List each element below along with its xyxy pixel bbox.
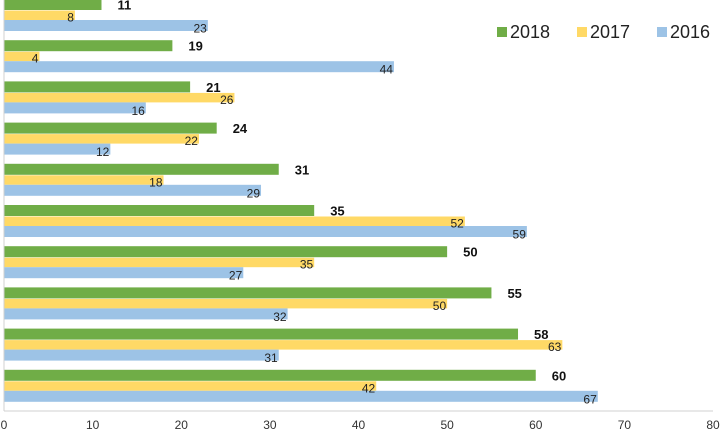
bars-layer	[4, 0, 598, 402]
x-tick-label-30: 30	[263, 418, 277, 432]
bar-2018-7	[4, 246, 448, 258]
bar-2017-3	[4, 92, 235, 103]
bar-2018-5	[4, 163, 279, 175]
value-label-2018-5: 31	[295, 162, 309, 177]
bar-2018-8	[4, 287, 492, 299]
value-label-2018-6: 35	[330, 204, 344, 219]
value-label-2016-9: 31	[264, 351, 278, 365]
bar-2017-9	[4, 340, 563, 350]
legend-swatch-2018	[497, 27, 507, 37]
bar-2016-6	[4, 226, 527, 237]
legend-swatch-2017	[577, 27, 587, 37]
bar-2017-6	[4, 216, 465, 226]
bar-2016-3	[4, 102, 146, 114]
bar-2017-8	[4, 298, 448, 309]
x-axis-ticks: 0 10 20 30 40 50 60 70 80	[1, 418, 720, 432]
bar-2016-1	[4, 20, 208, 31]
value-label-2016-4: 12	[96, 145, 110, 159]
legend-label-2018: 2018	[510, 22, 550, 42]
value-label-2017-6: 52	[450, 217, 464, 231]
bar-2018-3	[4, 81, 191, 93]
value-label-2017-1: 8	[67, 11, 74, 25]
value-label-2017-3: 26	[220, 93, 234, 107]
bar-2016-8	[4, 308, 288, 320]
legend-label-2016: 2016	[670, 22, 710, 42]
bar-2016-4	[4, 143, 111, 155]
bar-2017-5	[4, 175, 164, 185]
bar-2017-1	[4, 10, 75, 20]
legend: 2018 2017 2016	[497, 22, 710, 42]
value-label-2016-5: 29	[247, 186, 261, 200]
bar-2018-4	[4, 122, 217, 134]
x-tick-label-20: 20	[175, 418, 189, 432]
bar-2018-1	[4, 0, 102, 10]
value-label-2018-4: 24	[233, 121, 248, 136]
value-label-2017-7: 35	[300, 258, 314, 272]
value-label-2017-9: 63	[548, 340, 562, 354]
value-labels-layer: 1182319444212616242212311829355259503527…	[32, 0, 597, 406]
value-label-2017-5: 18	[149, 175, 163, 189]
bar-2017-2	[4, 51, 40, 62]
value-label-2017-4: 22	[185, 134, 199, 148]
value-label-2017-8: 50	[433, 299, 447, 313]
bar-2018-10	[4, 369, 536, 381]
value-label-2018-10: 60	[552, 368, 566, 383]
value-label-2018-8: 55	[507, 286, 521, 301]
value-label-2017-2: 4	[32, 52, 39, 66]
value-label-2018-3: 21	[206, 80, 220, 95]
bar-2016-10	[4, 390, 598, 402]
value-label-2018-1: 11	[117, 0, 131, 13]
x-tick-label-40: 40	[352, 418, 366, 432]
value-label-2016-10: 67	[583, 392, 597, 406]
bar-2016-2	[4, 61, 394, 73]
bar-2017-7	[4, 257, 315, 268]
bar-2018-2	[4, 40, 173, 52]
value-label-2016-2: 44	[380, 63, 394, 77]
value-label-2018-9: 58	[534, 327, 548, 342]
bar-2017-4	[4, 134, 199, 144]
bar-2018-6	[4, 205, 315, 216]
bar-2016-9	[4, 349, 279, 361]
x-tick-label-50: 50	[440, 418, 454, 432]
value-label-2016-6: 59	[513, 228, 527, 242]
value-label-2017-10: 42	[362, 381, 376, 395]
value-label-2016-1: 23	[193, 22, 207, 36]
x-tick-label-60: 60	[529, 418, 543, 432]
x-tick-label-70: 70	[618, 418, 632, 432]
x-tick-label-0: 0	[1, 418, 8, 432]
value-label-2016-8: 32	[273, 310, 287, 324]
value-label-2018-2: 19	[188, 39, 202, 54]
x-tick-label-80: 80	[706, 418, 720, 432]
legend-label-2017: 2017	[590, 22, 630, 42]
value-label-2018-7: 50	[463, 245, 477, 260]
value-label-2016-7: 27	[229, 269, 243, 283]
value-label-2016-3: 16	[131, 104, 145, 118]
x-tick-label-10: 10	[86, 418, 100, 432]
legend-swatch-2016	[657, 27, 667, 37]
bar-2016-5	[4, 184, 262, 196]
bar-2018-9	[4, 328, 519, 340]
bar-2017-10	[4, 381, 377, 391]
bar-2016-7	[4, 267, 244, 279]
